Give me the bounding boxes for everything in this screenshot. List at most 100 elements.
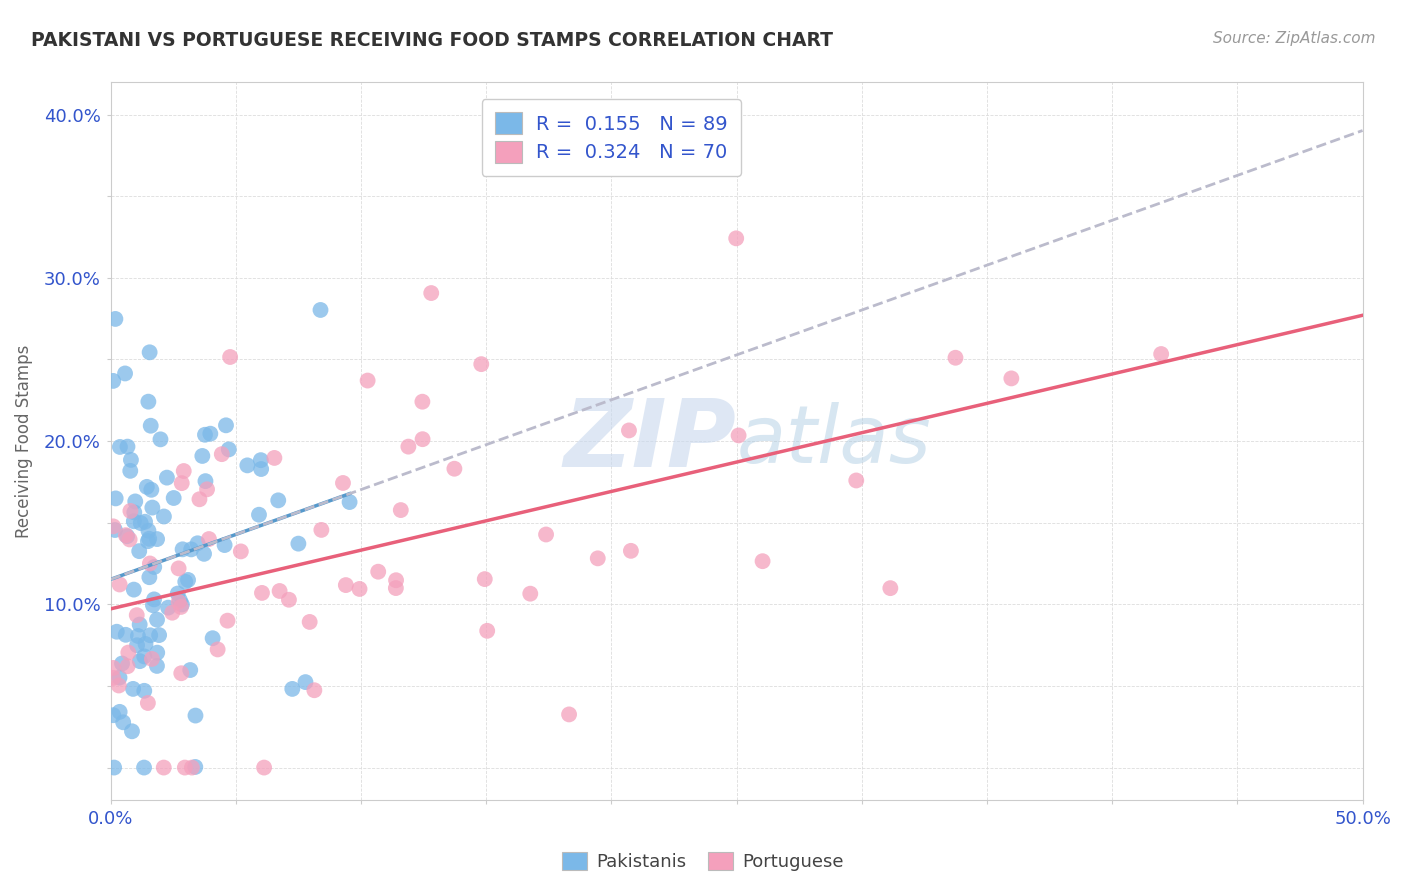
Point bbox=[162, 606, 184, 620]
Point bbox=[134, 515, 156, 529]
Point bbox=[117, 440, 139, 454]
Point bbox=[214, 538, 236, 552]
Point bbox=[172, 542, 194, 557]
Point bbox=[173, 761, 195, 775]
Point bbox=[385, 581, 408, 595]
Point bbox=[167, 595, 190, 609]
Point bbox=[294, 675, 316, 690]
Point bbox=[124, 494, 146, 508]
Point bbox=[396, 440, 419, 454]
Point bbox=[114, 367, 136, 381]
Point bbox=[309, 302, 332, 317]
Text: atlas: atlas bbox=[737, 402, 931, 480]
Point bbox=[105, 624, 128, 639]
Legend: R =  0.155   N = 89, R =  0.324   N = 70: R = 0.155 N = 89, R = 0.324 N = 70 bbox=[482, 99, 741, 177]
Legend: Pakistanis, Portuguese: Pakistanis, Portuguese bbox=[555, 845, 851, 879]
Point bbox=[236, 458, 259, 473]
Point bbox=[138, 394, 160, 409]
Point bbox=[170, 599, 193, 614]
Point bbox=[201, 631, 224, 645]
Point bbox=[120, 453, 142, 467]
Point bbox=[558, 707, 581, 722]
Point bbox=[247, 508, 270, 522]
Point bbox=[304, 683, 326, 698]
Point bbox=[125, 608, 148, 623]
Point bbox=[620, 544, 643, 558]
Point bbox=[122, 514, 145, 528]
Point bbox=[103, 661, 125, 675]
Point bbox=[250, 462, 273, 476]
Point bbox=[122, 681, 145, 696]
Point bbox=[103, 519, 125, 533]
Point bbox=[149, 433, 172, 447]
Y-axis label: Receiving Food Stamps: Receiving Food Stamps bbox=[15, 344, 32, 538]
Point bbox=[229, 544, 252, 558]
Point bbox=[146, 659, 169, 673]
Point bbox=[146, 532, 169, 546]
Point bbox=[335, 578, 357, 592]
Point bbox=[143, 560, 166, 574]
Point bbox=[104, 312, 127, 326]
Point bbox=[177, 573, 200, 587]
Point bbox=[104, 491, 127, 506]
Point bbox=[142, 599, 165, 613]
Point bbox=[103, 374, 125, 388]
Point bbox=[170, 598, 193, 612]
Point bbox=[389, 503, 412, 517]
Point bbox=[127, 629, 149, 643]
Point bbox=[141, 652, 163, 666]
Point bbox=[138, 345, 160, 359]
Point bbox=[143, 592, 166, 607]
Point bbox=[128, 544, 150, 558]
Point bbox=[111, 657, 134, 671]
Point bbox=[1150, 347, 1173, 361]
Point bbox=[167, 561, 190, 575]
Point bbox=[108, 705, 131, 719]
Point bbox=[470, 357, 492, 371]
Point bbox=[191, 449, 214, 463]
Point bbox=[174, 574, 197, 589]
Point bbox=[207, 642, 229, 657]
Point bbox=[124, 505, 146, 519]
Point bbox=[118, 533, 141, 547]
Point bbox=[117, 659, 139, 673]
Point bbox=[120, 464, 142, 478]
Point bbox=[128, 617, 150, 632]
Point bbox=[138, 524, 160, 538]
Point bbox=[129, 516, 152, 530]
Point bbox=[173, 464, 195, 478]
Point bbox=[278, 592, 301, 607]
Point bbox=[617, 424, 640, 438]
Point bbox=[138, 532, 160, 546]
Point bbox=[139, 628, 162, 642]
Point bbox=[298, 615, 321, 629]
Point bbox=[217, 614, 239, 628]
Point bbox=[218, 442, 240, 457]
Point bbox=[114, 528, 136, 542]
Point bbox=[120, 504, 142, 518]
Point bbox=[179, 663, 201, 677]
Point bbox=[195, 483, 218, 497]
Point bbox=[281, 681, 304, 696]
Point bbox=[443, 461, 465, 475]
Point bbox=[194, 427, 217, 442]
Point bbox=[146, 646, 169, 660]
Point bbox=[108, 577, 131, 591]
Point bbox=[250, 586, 273, 600]
Point bbox=[114, 628, 136, 642]
Point bbox=[146, 613, 169, 627]
Point bbox=[187, 536, 209, 550]
Point bbox=[112, 715, 135, 730]
Point bbox=[287, 536, 309, 550]
Point bbox=[412, 432, 434, 446]
Point bbox=[139, 557, 162, 571]
Point bbox=[586, 551, 609, 566]
Point bbox=[108, 440, 131, 454]
Point bbox=[198, 532, 221, 546]
Point bbox=[477, 624, 499, 638]
Point bbox=[121, 724, 143, 739]
Point bbox=[751, 554, 773, 568]
Point bbox=[1000, 371, 1022, 385]
Point bbox=[138, 570, 160, 584]
Point bbox=[148, 628, 170, 642]
